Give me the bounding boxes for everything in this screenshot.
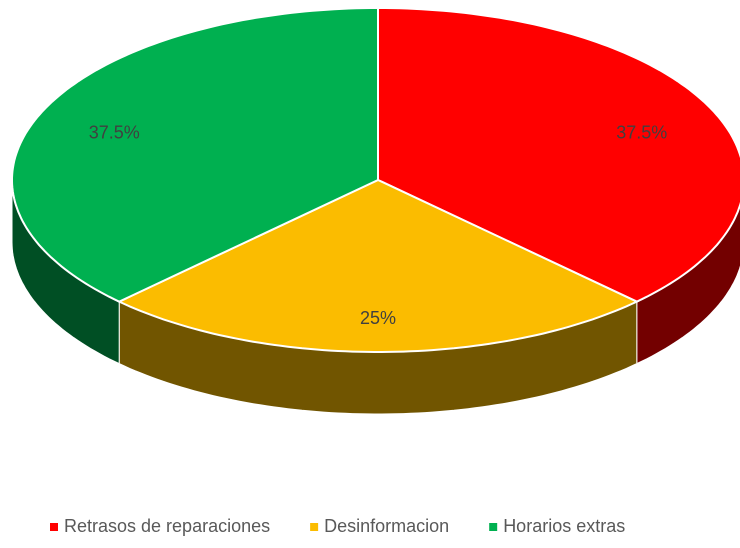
slice (116, 178, 640, 353)
slice (11, 7, 379, 303)
legend-marker (50, 523, 58, 531)
data-label: 37.5% (616, 122, 667, 142)
slice (377, 7, 740, 303)
legend-label: Desinformacion (324, 516, 449, 536)
legend-label: Horarios extras (503, 516, 625, 536)
data-label: 37.5% (89, 122, 140, 142)
legend-marker (310, 523, 319, 531)
legend-marker (489, 523, 498, 531)
legend-label: Retrasos de reparaciones (64, 516, 270, 536)
data-label: 25% (360, 308, 396, 328)
